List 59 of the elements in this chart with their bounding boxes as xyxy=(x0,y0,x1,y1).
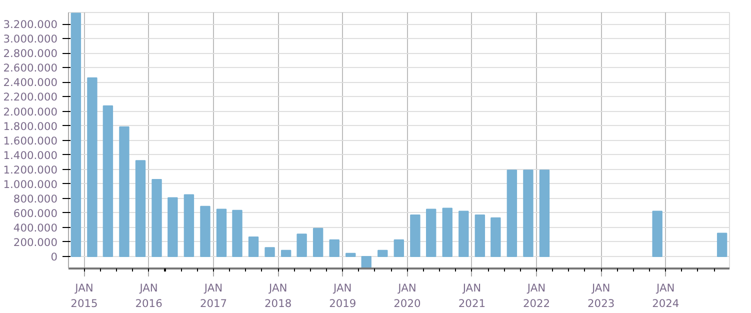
bar xyxy=(135,160,146,258)
bar xyxy=(329,239,340,258)
bar xyxy=(152,179,162,258)
bar xyxy=(361,256,372,268)
y-tick-label: 2.200.000 xyxy=(3,90,58,104)
bar xyxy=(264,247,275,258)
y-tick-label: 400.000 xyxy=(13,221,58,234)
bar xyxy=(70,12,82,258)
bar xyxy=(248,236,259,258)
y-tick-label: 1.600.000 xyxy=(3,134,58,148)
y-tick-label: 2.800.000 xyxy=(3,47,58,60)
bar xyxy=(523,170,534,258)
bar xyxy=(232,210,242,258)
bar xyxy=(378,250,388,258)
bar xyxy=(652,210,662,258)
bar xyxy=(716,232,728,258)
y-tick-label: 1.200.000 xyxy=(3,163,58,176)
y-tick-label: 1.400.000 xyxy=(3,148,58,162)
bar xyxy=(474,214,486,258)
bar xyxy=(216,208,227,258)
y-tick-label: 2.000.000 xyxy=(3,105,58,118)
bar xyxy=(168,197,178,258)
bar xyxy=(296,234,307,258)
bar xyxy=(280,250,292,258)
x-tick-label: JAN 2017 xyxy=(200,282,228,310)
bar xyxy=(87,77,98,258)
bar xyxy=(184,194,194,258)
y-tick-label: 1.000.000 xyxy=(3,178,58,191)
x-tick-label: JAN 2015 xyxy=(70,282,98,310)
y-tick-label: 2.400.000 xyxy=(3,76,58,90)
bar xyxy=(442,208,452,258)
bar xyxy=(119,126,130,258)
bar xyxy=(410,214,420,258)
bar xyxy=(458,210,469,258)
x-tick-label: JAN 2020 xyxy=(394,282,422,310)
y-tick-label: 800.000 xyxy=(13,192,58,206)
y-tick-label: 1.800.000 xyxy=(3,120,58,133)
y-tick-label: 200.000 xyxy=(13,236,58,249)
x-tick-label: JAN 2023 xyxy=(588,282,615,310)
bar xyxy=(312,228,324,258)
y-tick-label: 0 xyxy=(50,250,58,264)
bar xyxy=(426,208,436,258)
x-tick-label: JAN 2018 xyxy=(264,282,292,310)
y-tick-label: 3.000.000 xyxy=(3,32,58,46)
bar xyxy=(490,217,501,258)
x-tick-label: JAN 2021 xyxy=(458,282,486,310)
bar xyxy=(506,170,518,258)
bar xyxy=(346,252,356,258)
x-tick-label: JAN 2022 xyxy=(522,282,550,310)
y-tick-label: 3.200.000 xyxy=(3,18,58,32)
bar xyxy=(102,105,114,258)
bar xyxy=(539,170,550,258)
x-tick-label: JAN 2024 xyxy=(652,282,680,310)
x-tick-label: JAN 2019 xyxy=(329,282,356,310)
y-tick-label: 2.600.000 xyxy=(3,62,58,75)
bar xyxy=(394,239,404,258)
x-tick-label: JAN 2016 xyxy=(135,282,163,310)
bar xyxy=(200,206,210,258)
y-tick-label: 600.000 xyxy=(13,206,58,220)
